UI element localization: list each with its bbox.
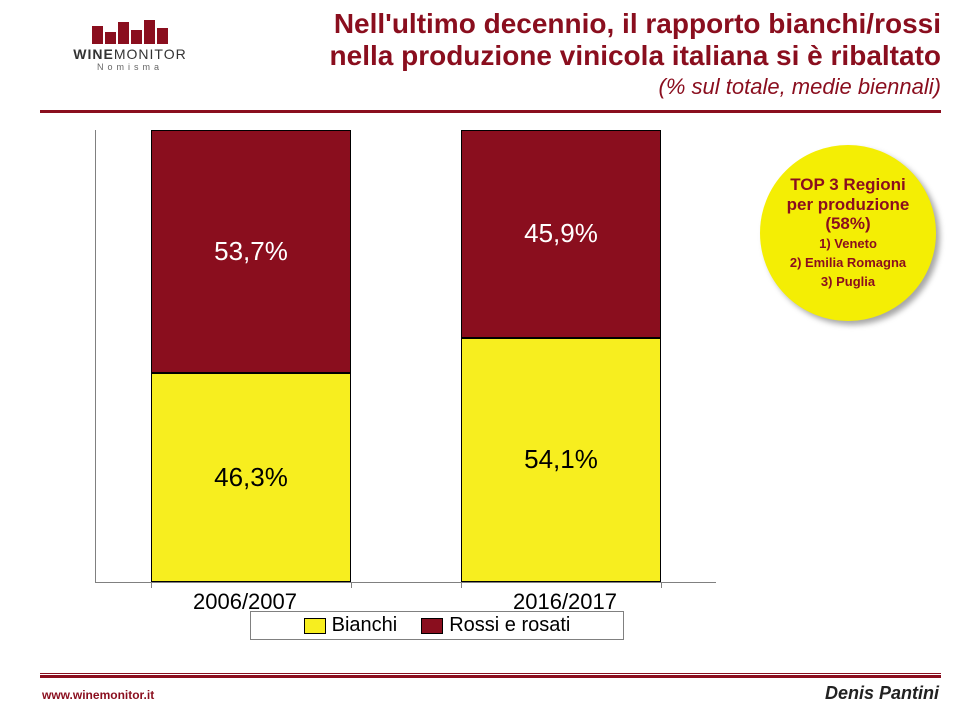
legend-label-rossi: Rossi e rosati (449, 614, 570, 637)
slide: WINEMONITOR Nomisma Nell'ultimo decennio… (0, 0, 961, 714)
x-tick (151, 582, 152, 588)
chart-plot: 53,7%46,3% 45,9%54,1% (95, 130, 716, 583)
stacked-bar-1: 45,9%54,1% (461, 130, 661, 582)
footer-url: www.winemonitor.it (42, 688, 154, 702)
x-tick (661, 582, 662, 588)
footer-divider-thick (40, 675, 941, 678)
callout-item-2: 2) Emilia Romagna (790, 255, 906, 272)
legend-item-bianchi: Bianchi (304, 614, 398, 637)
legend: Bianchi Rossi e rosati (250, 611, 624, 640)
top3-callout: TOP 3 Regioni per produzione (58%) 1) Ve… (760, 145, 936, 321)
callout-title-3: (58%) (825, 214, 870, 234)
logo-word-wine: WINE (73, 46, 114, 62)
title-line-1: Nell'ultimo decennio, il rapporto bianch… (210, 8, 941, 40)
callout-title-1: TOP 3 Regioni (790, 175, 906, 195)
logo-word-monitor: MONITOR (114, 46, 187, 62)
callout-item-1: 1) Veneto (819, 236, 877, 253)
legend-item-rossi: Rossi e rosati (421, 614, 570, 637)
segment-bianchi-0: 46,3% (151, 373, 351, 582)
callout-title-2: per produzione (787, 195, 910, 215)
stacked-bar-0: 53,7%46,3% (151, 130, 351, 582)
subtitle: (% sul totale, medie biennali) (210, 74, 941, 100)
logo-wordmark: WINEMONITOR (55, 46, 205, 62)
callout-item-3: 3) Puglia (821, 274, 875, 291)
segment-rossi-1: 45,9% (461, 130, 661, 338)
brand-logo: WINEMONITOR Nomisma (55, 18, 205, 72)
segment-bianchi-1: 54,1% (461, 338, 661, 582)
title-line-2: nella produzione vinicola italiana si è … (210, 40, 941, 72)
legend-swatch-bianchi (304, 618, 326, 634)
header-divider (40, 110, 941, 113)
title-block: Nell'ultimo decennio, il rapporto bianch… (210, 8, 941, 100)
x-tick (351, 582, 352, 588)
segment-rossi-0: 53,7% (151, 130, 351, 373)
footer-author: Denis Pantini (825, 683, 939, 704)
logo-tagline: Nomisma (55, 62, 205, 72)
footer-divider-thin (40, 673, 941, 674)
logo-mark-icon (55, 18, 205, 44)
chart-container: 53,7%46,3%45,9%54,1% 2006/2007 2016/2017… (95, 130, 715, 640)
legend-swatch-rossi (421, 618, 443, 634)
legend-label-bianchi: Bianchi (332, 614, 398, 637)
x-tick (461, 582, 462, 588)
